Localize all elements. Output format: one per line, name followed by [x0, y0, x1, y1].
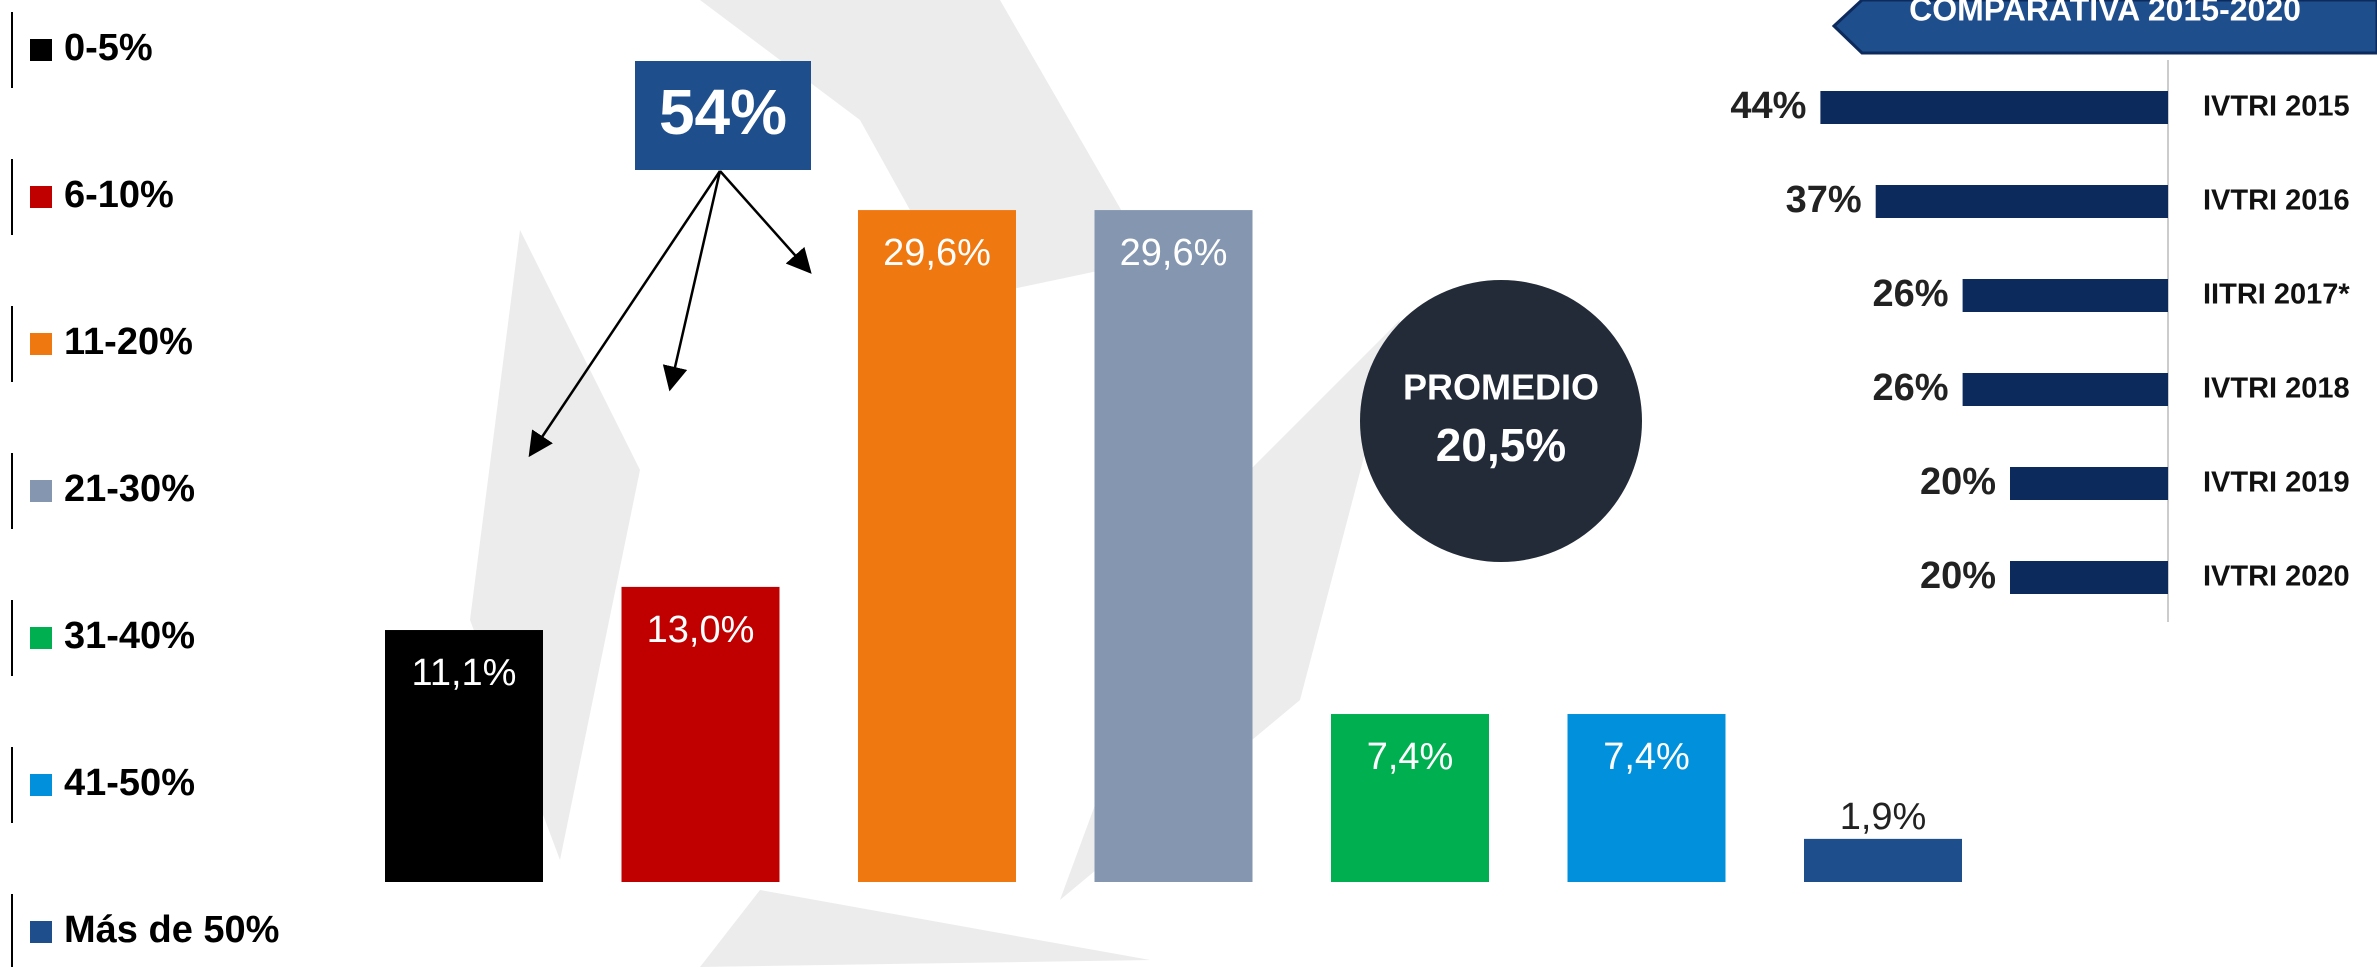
bar — [1331, 714, 1489, 882]
bar — [1820, 91, 2168, 124]
legend-label: 31-40% — [64, 615, 195, 657]
value-label: 37% — [1786, 179, 1862, 221]
annotation: 54% — [659, 76, 787, 148]
legend-label: Más de 50% — [64, 909, 279, 951]
category-label: IVTRI 2019 — [2203, 467, 2350, 499]
legend-swatch — [30, 186, 52, 208]
bar — [2010, 467, 2168, 500]
category-label: IVTRI 2020 — [2203, 561, 2350, 593]
legend-swatch — [30, 480, 52, 502]
legend-label: 41-50% — [64, 762, 195, 804]
legend-swatch — [30, 921, 52, 943]
bar — [858, 210, 1016, 882]
annotation: 20,5% — [1436, 419, 1566, 471]
category-label: IVTRI 2016 — [2203, 185, 2350, 217]
annotation: PROMEDIO — [1403, 367, 1599, 408]
bar — [2010, 561, 2168, 594]
value-label: 11,1% — [412, 652, 517, 694]
value-label: 7,4% — [1603, 736, 1690, 778]
value-label: 44% — [1730, 85, 1806, 127]
bar — [385, 630, 543, 882]
annotation-box — [635, 61, 811, 170]
bar — [1875, 185, 2168, 218]
header-banner — [1831, 0, 2377, 55]
legend-label: 21-30% — [64, 468, 195, 510]
value-label: 29,6% — [1120, 232, 1228, 274]
legend-swatch — [30, 774, 52, 796]
legend-label: 0-5% — [64, 27, 153, 69]
comparative-title: COMPARATIVA 2015-2020 — [1909, 0, 2301, 27]
bar — [1094, 210, 1253, 882]
legend-swatch — [30, 627, 52, 649]
value-label: 20% — [1920, 461, 1996, 503]
arrows — [528, 170, 812, 458]
value-label: 20% — [1920, 555, 1996, 597]
value-label: 29,6% — [883, 232, 991, 274]
value-label: 7,4% — [1367, 736, 1454, 778]
bar — [621, 586, 780, 882]
bar — [1804, 838, 1962, 882]
value-label: 1,9% — [1840, 796, 1927, 838]
legend-label: 6-10% — [64, 174, 174, 216]
bar — [1962, 279, 2168, 312]
value-label: 26% — [1873, 273, 1949, 315]
average-circle — [1360, 280, 1642, 562]
category-label: IVTRI 2018 — [2203, 373, 2350, 405]
legend-label: 11-20% — [64, 321, 193, 363]
category-label: IITRI 2017* — [2203, 279, 2350, 311]
value-label: 13,0% — [647, 609, 755, 651]
legend-swatch — [30, 39, 52, 61]
bar — [1962, 373, 2168, 406]
value-label: 26% — [1873, 367, 1949, 409]
legend-swatch — [30, 333, 52, 355]
category-label: IVTRI 2015 — [2203, 91, 2350, 123]
bar — [1567, 714, 1726, 882]
